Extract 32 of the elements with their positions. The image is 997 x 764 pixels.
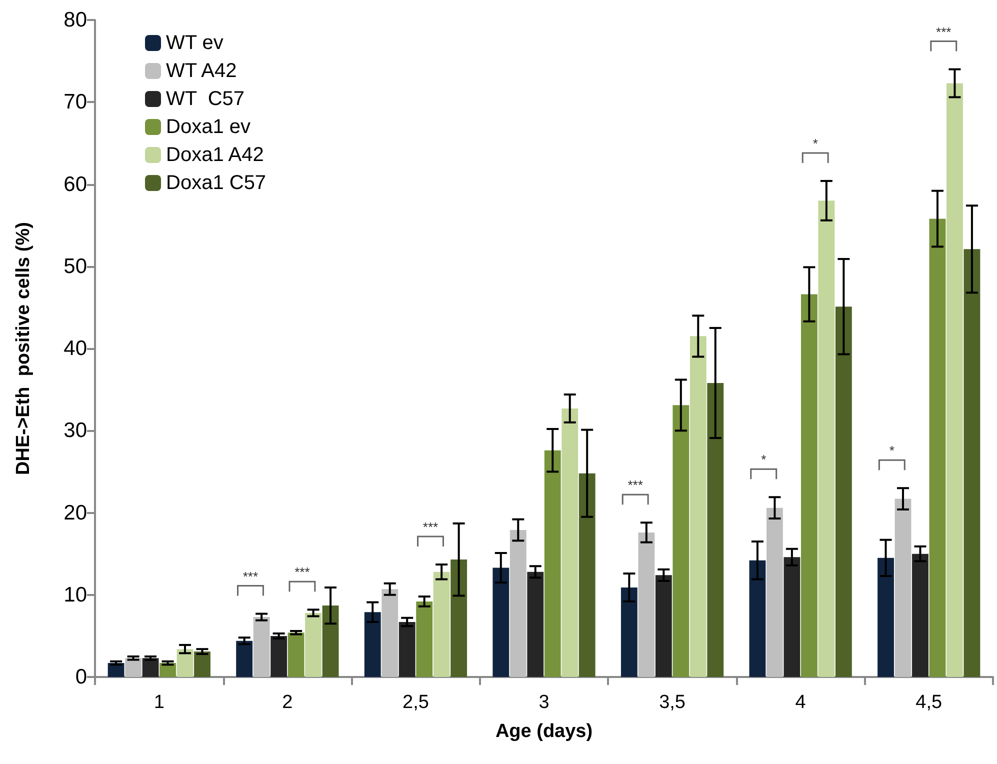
legend-label: WT C57 [166, 88, 245, 110]
annotation: * [812, 136, 818, 151]
legend-label: Doxa1 C57 [166, 172, 266, 194]
legend-label: WT A42 [166, 60, 237, 82]
annotation: *** [242, 568, 258, 584]
x-tick-label: 4 [795, 692, 806, 713]
y-tick-label: 20 [64, 501, 87, 524]
legend-label: WT ev [166, 32, 224, 54]
x-tick-label: 2 [282, 692, 293, 713]
y-tick-label: 70 [64, 90, 87, 114]
x-tick-label: 2,5 [402, 692, 429, 713]
annotation: *** [294, 564, 310, 580]
y-tick-label: 80 [64, 8, 87, 32]
x-tick-label: 3 [538, 692, 550, 713]
y-tick-label: 0 [75, 666, 87, 688]
y-tick-label: 50 [64, 254, 87, 278]
legend-label: Doxa1 ev [166, 116, 250, 138]
annotation: *** [936, 24, 952, 40]
annotation: *** [422, 519, 438, 534]
x-tick-label: 4,5 [916, 692, 942, 713]
x-axis-title: Age (days) [495, 721, 593, 742]
y-tick-label: 30 [64, 419, 87, 442]
annotation: *** [628, 478, 643, 493]
x-tick-label: 3,5 [659, 692, 686, 713]
y-tick-label: 60 [64, 172, 87, 196]
y-axis-title: DHE->Eth positive cells (%) [13, 222, 34, 475]
legend-label: Doxa1 A42 [166, 144, 264, 166]
y-tick-label: 40 [64, 337, 87, 360]
annotation: * [889, 443, 894, 458]
y-tick-label: 10 [64, 583, 87, 606]
x-tick-label: 1 [154, 692, 164, 713]
annotation: * [761, 452, 766, 468]
